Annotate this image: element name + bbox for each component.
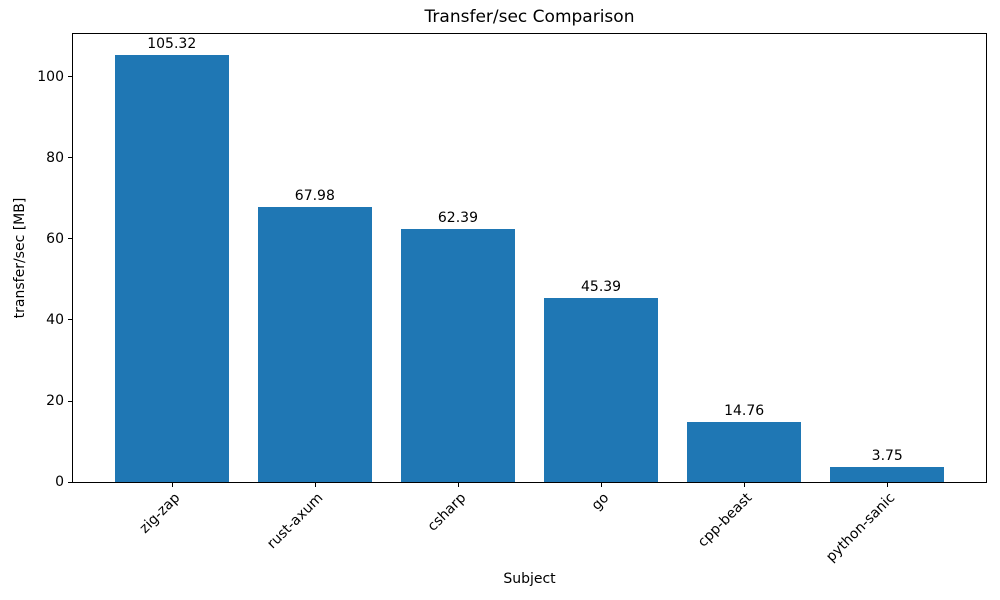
bar-value-label: 14.76 <box>724 403 765 420</box>
bar <box>114 55 229 482</box>
bar <box>257 206 373 482</box>
x-tick-label: csharp <box>424 490 470 535</box>
y-tick-label: 100 <box>37 68 64 85</box>
bar-value-label: 62.39 <box>437 210 478 227</box>
chart-title: Transfer/sec Comparison <box>424 7 635 27</box>
bar <box>400 229 516 482</box>
y-tick-mark <box>68 481 73 483</box>
bar-value-label: 105.32 <box>147 36 197 53</box>
plot-area: 0 20 40 60 80 100 105.32 zig-zap 67.98 rust-axum 6… <box>37 33 987 565</box>
bar-value-label: 3.75 <box>871 447 903 464</box>
x-tick-mark <box>314 482 316 487</box>
x-tick-label: zig-zap <box>136 490 184 537</box>
y-tick-mark <box>68 157 73 159</box>
bar-value-label: 45.39 <box>581 279 622 296</box>
x-tick-label: rust-axum <box>264 490 327 553</box>
y-tick-label: 40 <box>46 311 64 328</box>
x-axis-label: Subject <box>503 571 556 587</box>
x-tick-mark <box>601 482 603 487</box>
x-tick-mark <box>171 482 173 487</box>
y-tick-mark <box>68 319 73 321</box>
x-tick-mark <box>457 482 459 487</box>
x-tick-label: go <box>588 490 613 514</box>
bar <box>543 298 659 482</box>
x-tick-label: python-sanic <box>823 490 899 566</box>
x-tick-mark <box>744 482 746 487</box>
y-tick-label: 20 <box>46 393 64 409</box>
bar <box>686 422 802 482</box>
x-tick-label: cpp-beast <box>695 490 756 551</box>
x-tick-mark <box>887 482 889 487</box>
bar <box>830 466 945 482</box>
y-tick-label: 0 <box>55 474 64 490</box>
y-tick-mark <box>68 400 73 402</box>
y-tick-label: 80 <box>46 149 64 166</box>
bar-value-label: 67.98 <box>294 187 335 204</box>
y-axis-label: transfer/sec [MB] <box>12 197 28 319</box>
y-tick-label: 60 <box>46 230 64 247</box>
y-tick-mark <box>68 76 73 78</box>
y-tick-mark <box>68 238 73 240</box>
